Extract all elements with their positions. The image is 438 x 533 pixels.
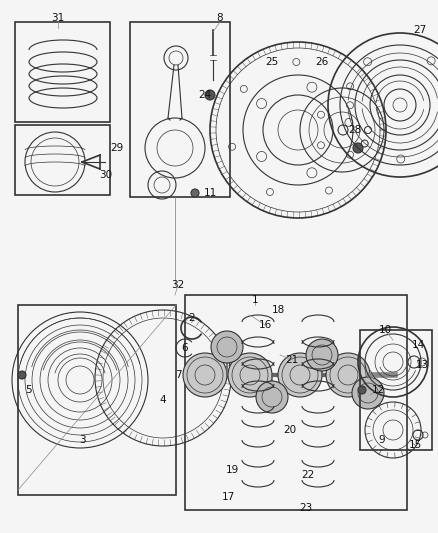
Text: 24: 24 [198, 90, 212, 100]
Text: 26: 26 [315, 57, 328, 67]
Text: 28: 28 [348, 125, 362, 135]
Circle shape [352, 377, 384, 409]
Circle shape [326, 353, 370, 397]
Text: 6: 6 [182, 343, 188, 353]
Text: 2: 2 [189, 313, 195, 323]
Text: 17: 17 [221, 492, 235, 502]
Text: 27: 27 [413, 25, 427, 35]
Text: 30: 30 [99, 170, 113, 180]
Text: 19: 19 [226, 465, 239, 475]
Text: 18: 18 [272, 305, 285, 315]
Text: 13: 13 [415, 360, 429, 370]
Text: 7: 7 [175, 370, 181, 380]
Text: 5: 5 [25, 385, 31, 395]
Text: 16: 16 [258, 320, 272, 330]
Text: 20: 20 [283, 425, 297, 435]
Text: 29: 29 [110, 143, 124, 153]
Text: 11: 11 [203, 188, 217, 198]
Text: 4: 4 [160, 395, 166, 405]
Bar [185, 295, 407, 510]
Text: 21: 21 [286, 355, 299, 365]
Circle shape [183, 353, 227, 397]
Circle shape [191, 189, 199, 197]
Circle shape [205, 90, 215, 100]
Text: 31: 31 [51, 13, 65, 23]
Circle shape [353, 143, 363, 153]
Bar [15, 125, 110, 195]
Circle shape [306, 339, 338, 371]
Text: 25: 25 [265, 57, 279, 67]
Text: 15: 15 [408, 440, 422, 450]
Bar [360, 330, 432, 450]
Circle shape [211, 331, 243, 363]
Circle shape [18, 371, 26, 379]
Text: 1: 1 [252, 295, 258, 305]
Text: 22: 22 [301, 470, 314, 480]
Text: 23: 23 [300, 503, 313, 513]
Text: 8: 8 [217, 13, 223, 23]
Bar [130, 22, 230, 197]
Circle shape [256, 381, 288, 413]
Text: 9: 9 [379, 435, 385, 445]
Circle shape [228, 353, 272, 397]
Text: 10: 10 [378, 325, 392, 335]
Bar [15, 22, 110, 122]
Circle shape [358, 386, 366, 394]
Text: 12: 12 [371, 385, 385, 395]
Bar [18, 305, 176, 495]
Circle shape [278, 353, 322, 397]
Text: 14: 14 [411, 340, 424, 350]
Text: 32: 32 [171, 280, 185, 290]
Text: 3: 3 [79, 435, 85, 445]
